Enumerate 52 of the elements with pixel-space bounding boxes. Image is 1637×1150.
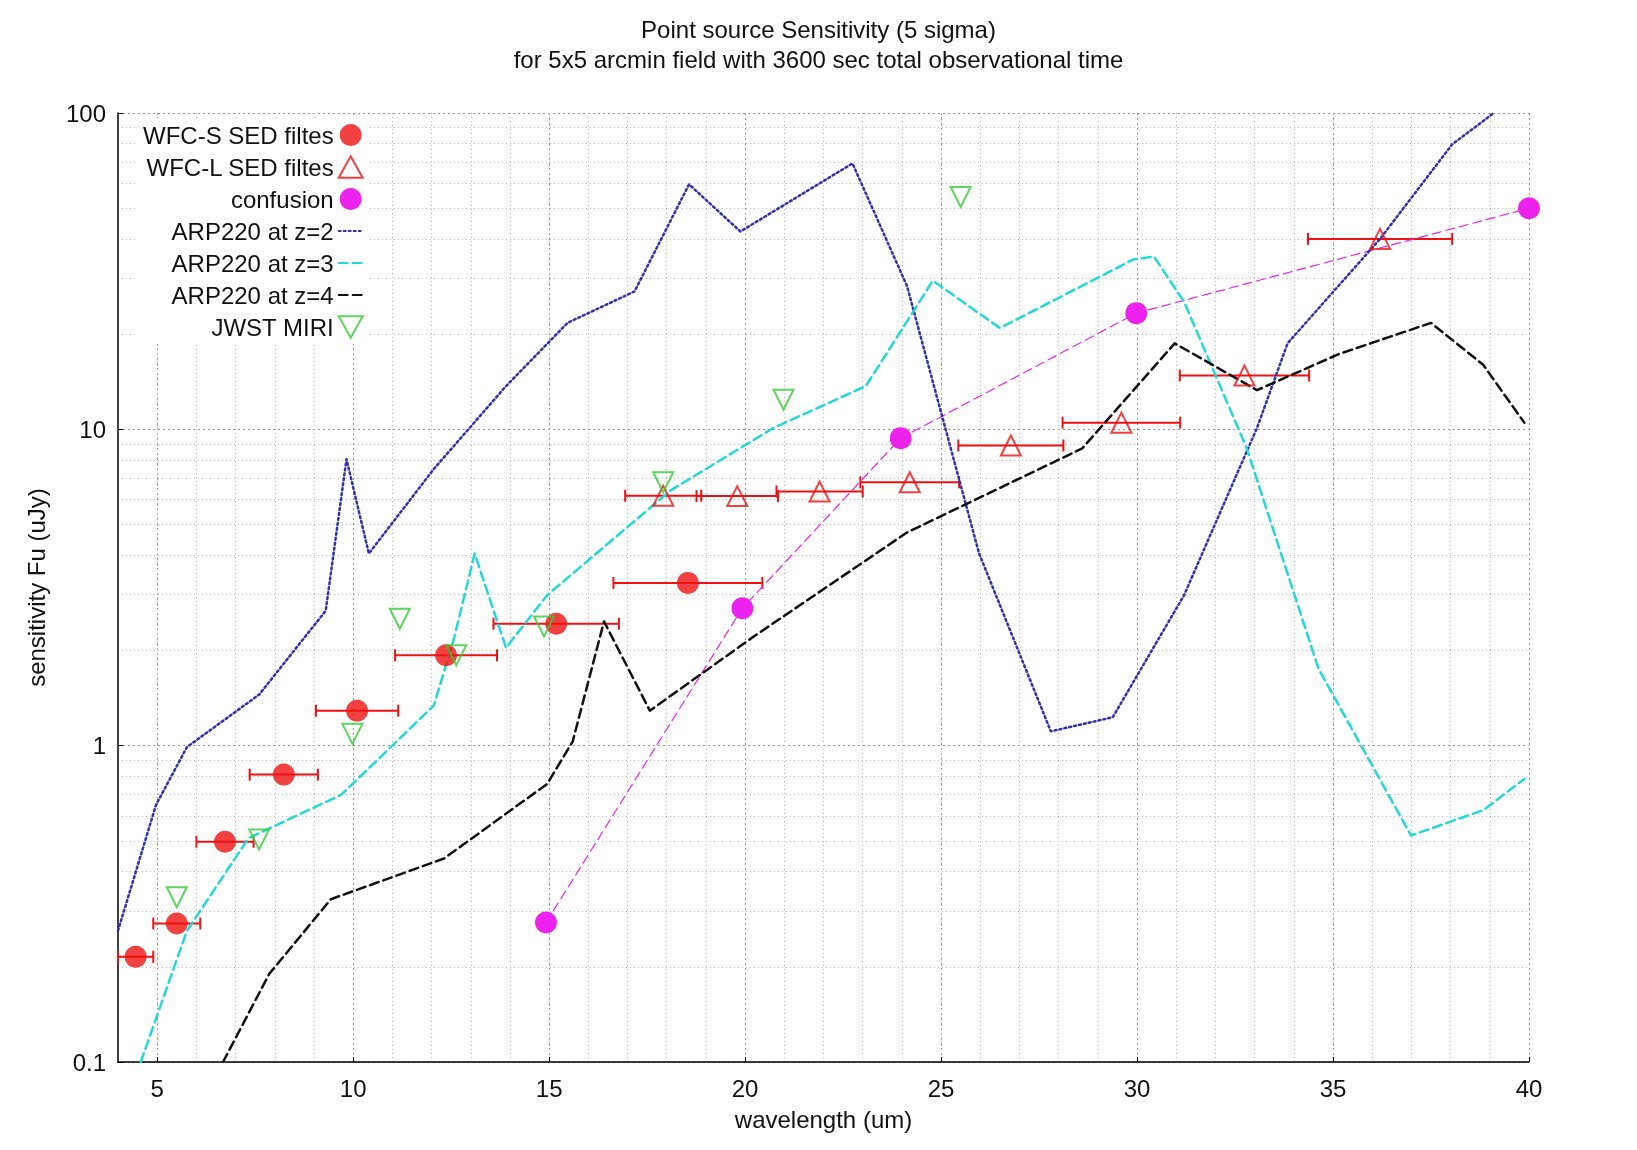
point	[949, 185, 972, 208]
point	[1369, 227, 1392, 250]
point	[445, 644, 468, 667]
legend-label: ARP220 at z=2	[171, 217, 334, 245]
legend-label: ARP220 at z=3	[171, 249, 334, 277]
point	[1125, 302, 1148, 325]
x-tick-label: 40	[1515, 1074, 1543, 1102]
x-tick-label: 5	[150, 1074, 164, 1102]
point	[388, 607, 411, 630]
line-series	[116, 111, 1495, 932]
point	[165, 912, 188, 935]
legend-label: confusion	[230, 185, 334, 213]
y-tick-label: 10	[79, 415, 106, 443]
point	[535, 911, 557, 934]
x-tick-label: 35	[1319, 1074, 1347, 1102]
point	[999, 434, 1022, 457]
point	[652, 471, 675, 494]
point	[346, 699, 369, 722]
point	[533, 615, 556, 638]
x-tick-label: 10	[339, 1074, 367, 1102]
point	[676, 571, 699, 594]
point	[652, 484, 675, 507]
point	[165, 886, 188, 909]
chart-subtitle: for 5x5 arcmin field with 3600 sec total observational time	[513, 45, 1124, 73]
point	[731, 597, 754, 620]
x-tick-label: 15	[535, 1074, 563, 1102]
point	[1110, 411, 1133, 434]
point	[1518, 197, 1540, 220]
legend-label: WFC-L SED filtes	[146, 153, 334, 181]
x-tick-label: 20	[731, 1074, 759, 1102]
legend-label: JWST MIRI	[211, 313, 334, 341]
point	[214, 830, 236, 853]
point	[772, 388, 795, 411]
y-axis-title: sensitivity Fu (uJy)	[22, 488, 50, 687]
point	[124, 945, 147, 968]
point	[248, 828, 271, 851]
y-tick-label: 100	[65, 99, 106, 127]
x-axis-title: wavelength (um)	[733, 1105, 913, 1133]
y-tick-label: 1	[92, 732, 106, 760]
point	[1233, 364, 1256, 387]
point	[272, 763, 295, 786]
point	[898, 471, 921, 494]
x-tick-label: 25	[927, 1074, 955, 1102]
legend-label: ARP220 at z=4	[171, 281, 334, 309]
y-tick-label: 0.1	[72, 1048, 106, 1076]
x-tick-label: 30	[1123, 1074, 1151, 1102]
point	[889, 427, 912, 450]
legend-label: WFC-S SED filtes	[142, 121, 334, 149]
point	[726, 485, 749, 508]
point	[808, 480, 831, 503]
point	[341, 722, 364, 745]
chart-title: Point source Sensitivity (5 sigma)	[641, 15, 996, 43]
